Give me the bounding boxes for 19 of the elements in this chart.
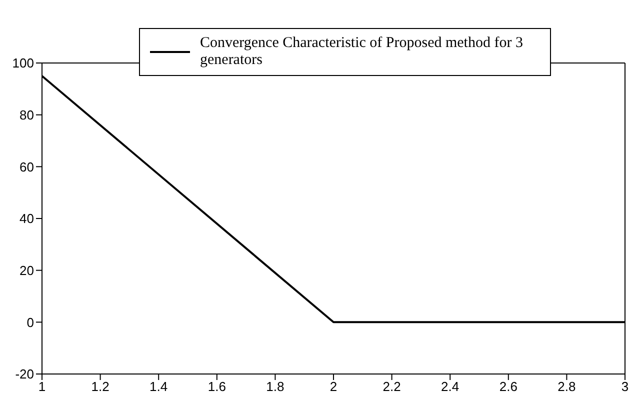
y-tick-label: 40 (20, 211, 34, 226)
y-tick-label: 60 (20, 159, 34, 174)
x-tick-label: 1 (38, 379, 46, 394)
y-tick-label: 100 (12, 56, 34, 71)
x-tick-label: 1.4 (150, 379, 168, 394)
y-tick-label: 20 (20, 262, 34, 278)
legend-label: Convergence Characteristic of Proposed method for 3 generators (200, 35, 524, 69)
y-tick-label: -20 (15, 366, 34, 382)
y-tick-label: 80 (20, 107, 34, 122)
x-tick-label: 1.8 (266, 379, 284, 394)
y-tick-label: 0 (26, 314, 34, 330)
x-tick-label: 2.4 (441, 379, 460, 394)
x-tick-label: 1.6 (208, 379, 226, 394)
x-tick-label: 2.2 (382, 379, 401, 394)
x-tick-label: 2 (330, 379, 338, 394)
x-tick-label: 2.8 (558, 379, 576, 394)
x-tick-label: 3 (621, 379, 629, 394)
x-tick-label: 1.2 (91, 379, 110, 394)
x-tick-label: 2.6 (499, 379, 518, 394)
